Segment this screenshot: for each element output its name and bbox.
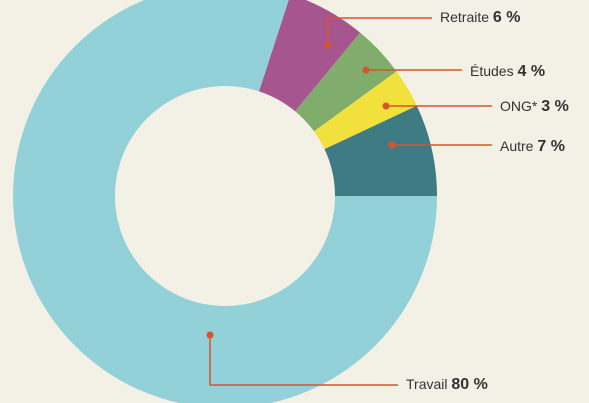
slice: [295, 32, 397, 132]
callout-line: [327, 17, 432, 45]
value-label: 6 %: [493, 9, 521, 26]
slice-label: Retraite 6 %: [440, 9, 521, 27]
category-name: Autre: [500, 138, 534, 154]
callout-dot: [382, 102, 390, 110]
callout-line: [209, 335, 398, 386]
category-name: Retraite: [440, 9, 489, 25]
category-name: Études: [470, 63, 514, 79]
value-label: 3 %: [541, 98, 569, 115]
slice: [258, 0, 361, 112]
value-label: 7 %: [537, 138, 565, 155]
slice-label: ONG* 3 %: [500, 98, 569, 116]
callout-dot: [362, 66, 370, 74]
slice: [13, 0, 437, 403]
value-label: 4 %: [517, 63, 545, 80]
slice-label: Autre 7 %: [500, 138, 565, 156]
slice: [324, 105, 437, 196]
callout-dot: [388, 141, 396, 149]
callout-dot: [324, 41, 332, 49]
category-name: Travail: [406, 376, 448, 392]
callout-dot: [206, 331, 214, 339]
slice-label: Études 4 %: [470, 63, 545, 81]
slice-label: Travail 80 %: [406, 376, 488, 394]
category-name: ONG*: [500, 98, 538, 114]
slice: [313, 71, 417, 150]
value-label: 80 %: [451, 376, 487, 393]
